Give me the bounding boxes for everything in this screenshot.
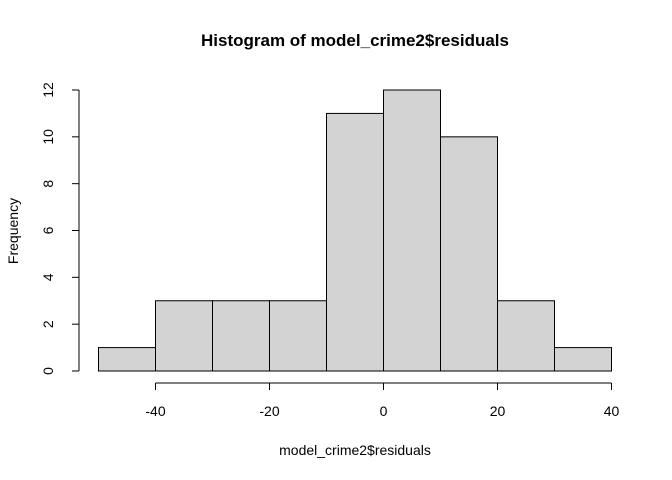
x-tick-label: -20: [259, 403, 279, 419]
histogram-bar: [440, 136, 498, 372]
y-tick-label: 0: [40, 367, 56, 375]
histogram-bar: [383, 89, 441, 372]
histogram-bar: [497, 300, 555, 372]
y-tick-label: 8: [40, 180, 56, 188]
x-tick-label: 40: [604, 403, 620, 419]
chart-title: Histogram of model_crime2$residuals: [201, 31, 509, 50]
histogram-bar: [212, 300, 270, 372]
histogram-bar: [554, 347, 612, 372]
histogram-bar: [155, 300, 213, 372]
x-tick-label: -40: [145, 403, 165, 419]
histogram-bar: [326, 112, 384, 372]
x-axis-label: model_crime2$residuals: [279, 442, 431, 458]
bars-group: [98, 89, 612, 372]
y-axis-label: Frequency: [5, 198, 21, 264]
histogram-bar: [269, 300, 327, 372]
y-tick-label: 12: [40, 82, 56, 98]
y-tick-label: 6: [40, 226, 56, 234]
y-axis: 0 2 4 6 8 10 12: [40, 82, 80, 375]
x-tick-label: 20: [490, 403, 506, 419]
y-tick-label: 2: [40, 320, 56, 328]
histogram-bar: [98, 347, 156, 372]
x-axis: -40 -20 0 20 40: [145, 382, 620, 419]
x-tick-label: 0: [380, 403, 388, 419]
y-tick-label: 10: [40, 129, 56, 145]
y-tick-label: 4: [40, 273, 56, 281]
